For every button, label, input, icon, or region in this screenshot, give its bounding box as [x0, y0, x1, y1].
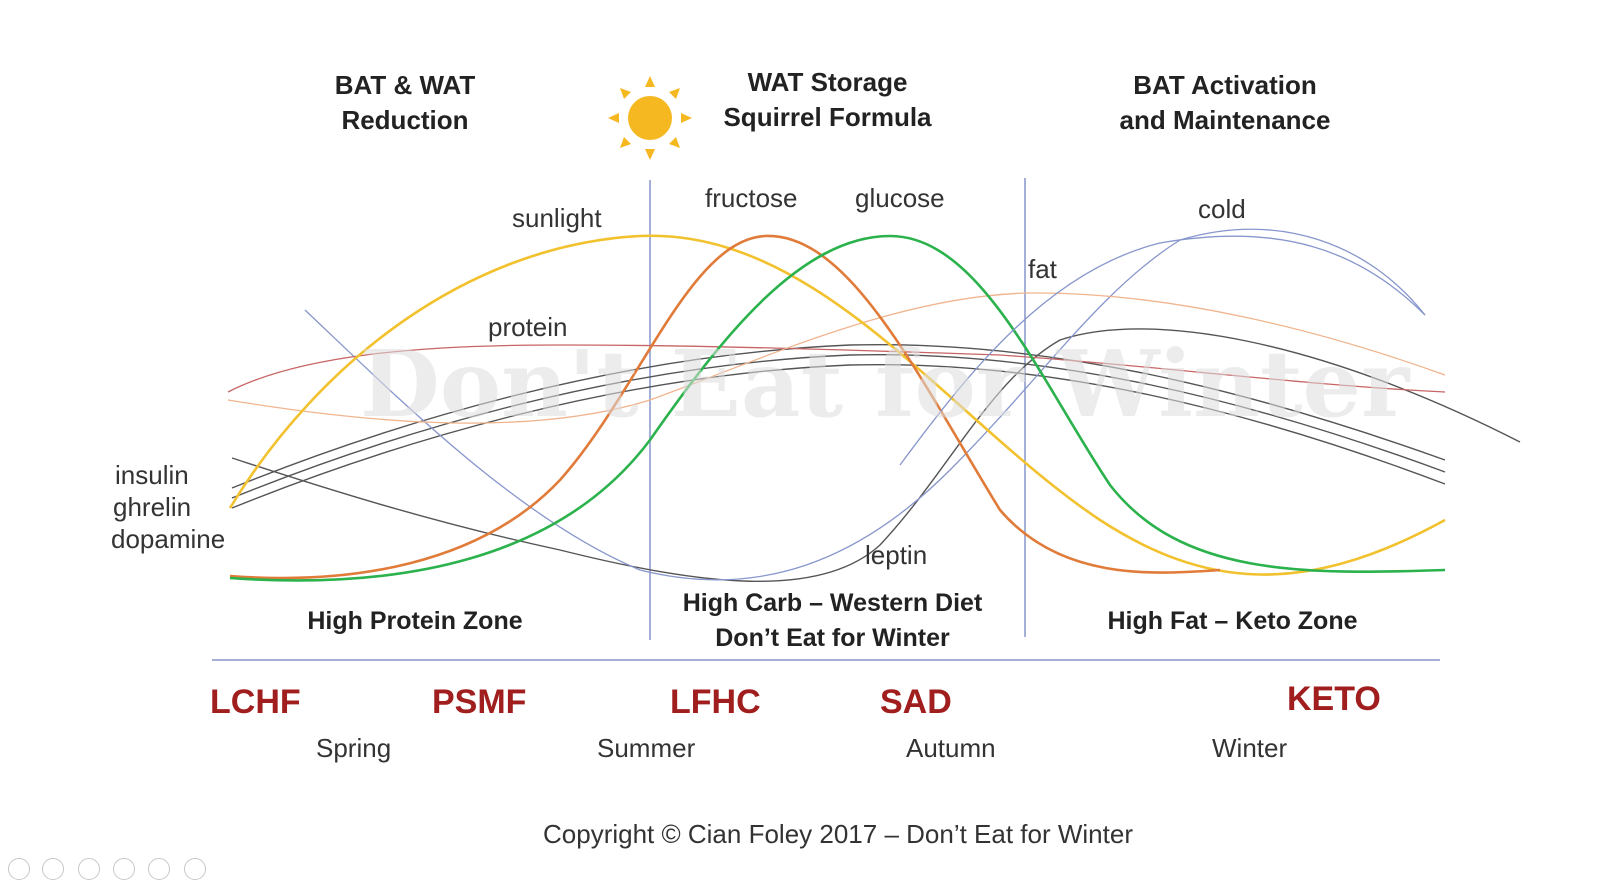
cold-curve — [899, 235, 1426, 466]
diet-lchf: LCHF — [210, 683, 301, 721]
zone-name-center: High Carb – Western Diet Don’t Eat for W… — [660, 586, 1005, 656]
diet-sad: SAD — [880, 683, 952, 721]
hormone-curve-extra — [231, 328, 1521, 583]
zone-name-center-line1: High Carb – Western Diet — [682, 589, 983, 617]
fat-curve — [227, 292, 1446, 424]
season-spring: Spring — [316, 733, 392, 763]
protein-curve — [227, 344, 1446, 393]
label-ghrelin: ghrelin — [113, 492, 192, 522]
zone-name-right: High Fat – Keto Zone — [1090, 604, 1375, 639]
insulin-curve — [231, 343, 1446, 489]
diet-keto: KETO — [1287, 680, 1381, 718]
label-leptin: leptin — [865, 540, 928, 570]
fructose-curve — [229, 234, 1221, 580]
season-winter: Winter — [1212, 733, 1288, 763]
heading-left: BAT & WAT Reduction — [300, 68, 510, 138]
watermark: Don't Eat for Winter — [360, 330, 1410, 438]
label-sunlight: sunlight — [512, 203, 602, 233]
heading-right: BAT Activation and Maintenance — [1100, 68, 1350, 138]
leptin-curve — [304, 228, 1426, 581]
copyright-text: Copyright © Cian Foley 2017 – Don’t Eat … — [543, 819, 1133, 849]
dopamine-curve — [231, 363, 1446, 509]
sun-icon — [608, 76, 692, 160]
heading-left-line1: BAT & WAT — [334, 70, 476, 100]
heading-right-line2: and Maintenance — [1119, 105, 1331, 135]
heading-right-line1: BAT Activation — [1133, 70, 1317, 100]
label-fructose: fructose — [705, 183, 798, 213]
label-cold: cold — [1198, 194, 1246, 224]
zone-name-right-line1: High Fat – Keto Zone — [1107, 607, 1358, 635]
zone-name-left-line1: High Protein Zone — [307, 607, 523, 635]
glucose-curve — [229, 234, 1446, 582]
heading-left-line2: Reduction — [341, 105, 469, 135]
label-dopamine: dopamine — [111, 524, 226, 554]
heading-center-line1: WAT Storage — [747, 67, 908, 97]
label-glucose: glucose — [855, 183, 945, 213]
label-protein: protein — [488, 312, 568, 342]
diet-psmf: PSMF — [432, 683, 527, 721]
sunlight-curve — [228, 234, 1446, 576]
ghrelin-curve — [231, 353, 1446, 499]
label-insulin: insulin — [115, 460, 189, 490]
diet-lfhc: LFHC — [670, 683, 761, 721]
label-fat: fat — [1028, 254, 1057, 284]
heading-center: WAT Storage Squirrel Formula — [700, 65, 955, 135]
zone-name-left: High Protein Zone — [290, 604, 540, 639]
heading-center-line2: Squirrel Formula — [723, 102, 932, 132]
zone-name-center-line2: Don’t Eat for Winter — [715, 624, 950, 652]
season-autumn: Autumn — [906, 733, 996, 763]
season-summer: Summer — [597, 733, 696, 763]
